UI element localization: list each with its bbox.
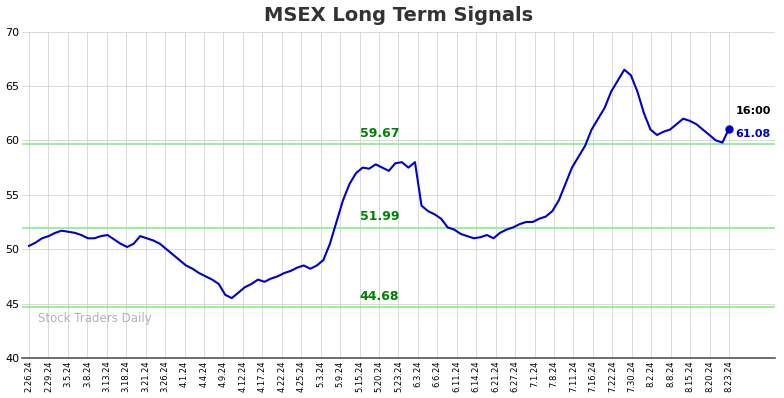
Text: 44.68: 44.68 xyxy=(360,290,399,302)
Text: Stock Traders Daily: Stock Traders Daily xyxy=(38,312,151,325)
Text: 61.08: 61.08 xyxy=(735,129,771,139)
Text: 59.67: 59.67 xyxy=(360,127,399,140)
Text: 16:00: 16:00 xyxy=(735,105,771,116)
Title: MSEX Long Term Signals: MSEX Long Term Signals xyxy=(264,6,533,25)
Text: 51.99: 51.99 xyxy=(360,210,399,223)
